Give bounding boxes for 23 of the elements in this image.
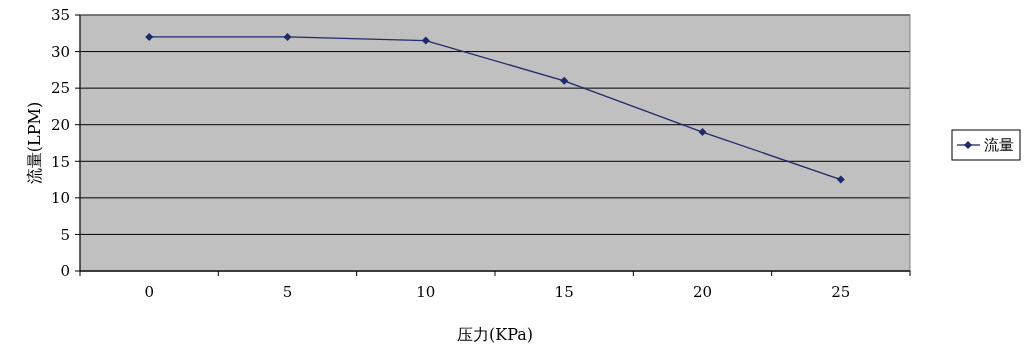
y-axis-title: 流量(LPM)	[25, 101, 44, 185]
x-tick-label: 5	[282, 283, 293, 301]
y-tick-label: 0	[60, 262, 70, 281]
point	[283, 32, 292, 41]
point	[836, 175, 845, 184]
point	[421, 36, 430, 45]
y-tick-label: 15	[50, 152, 70, 171]
x-tick-label: 25	[831, 283, 851, 301]
x-tick-label: 10	[416, 283, 436, 301]
x-tick-label: 15	[554, 283, 574, 301]
y-tick-label: 10	[50, 189, 70, 208]
point	[145, 32, 154, 41]
y-tick-label: 35	[50, 6, 70, 25]
x-axis-title: 压力(KPa)	[456, 325, 534, 344]
y-tick-label: 5	[60, 225, 70, 244]
point	[560, 76, 569, 85]
legend-label: 流量	[984, 136, 1014, 155]
y-tick-label: 30	[50, 42, 70, 61]
y-tick-label: 20	[50, 115, 70, 134]
x-tick-label: 0	[144, 283, 154, 301]
y-tick-label: 25	[50, 79, 70, 98]
point	[698, 128, 707, 137]
x-tick-label: 20	[692, 283, 713, 301]
